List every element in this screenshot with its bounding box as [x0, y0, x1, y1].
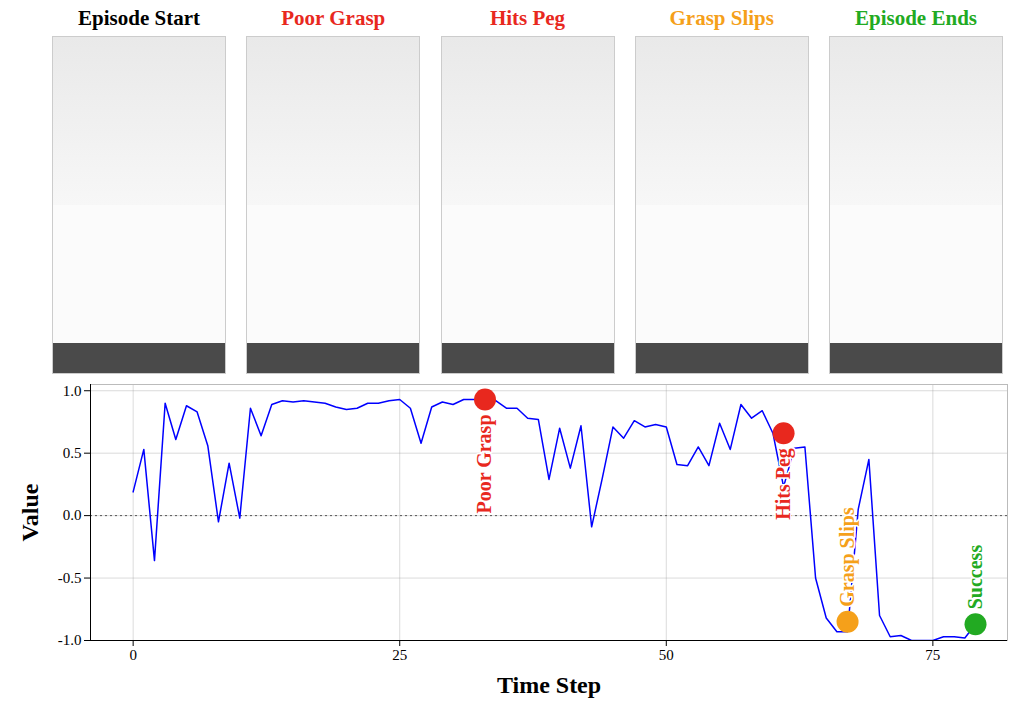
- html-text:Poor Grasp: Poor Grasp: [281, 6, 386, 30]
- svg-text:75: 75: [925, 647, 940, 663]
- svg-text:0: 0: [129, 647, 137, 663]
- html-text:Episode Ends: Episode Ends: [855, 6, 977, 30]
- svg-text:0.0: 0.0: [63, 507, 82, 523]
- svg-text:-1.0: -1.0: [58, 632, 82, 648]
- svg-text:1.0: 1.0: [63, 383, 82, 399]
- svg-text:Hits Peg: Hits Peg: [772, 448, 795, 520]
- html-text:Grasp Slips: Grasp Slips: [669, 6, 774, 30]
- svg-text:Value: Value: [17, 483, 43, 541]
- svg-text:-0.5: -0.5: [58, 570, 82, 586]
- html-text:Hits Peg: Hits Peg: [489, 6, 566, 30]
- svg-text:50: 50: [659, 647, 674, 663]
- svg-text:25: 25: [392, 647, 407, 663]
- svg-text:0.5: 0.5: [63, 445, 82, 461]
- svg-text:Success: Success: [964, 545, 986, 610]
- html-text:Episode Start: Episode Start: [78, 6, 200, 30]
- svg-text:Poor Grasp: Poor Grasp: [473, 414, 496, 513]
- svg-text:Grasp Slips: Grasp Slips: [836, 507, 859, 607]
- svg-text:Time Step: Time Step: [497, 672, 601, 698]
